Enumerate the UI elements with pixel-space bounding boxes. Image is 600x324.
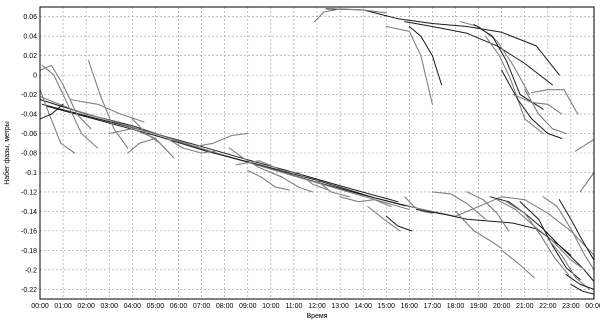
series-line-34: [501, 69, 563, 139]
series-line-44: [489, 196, 572, 256]
series-line-45: [496, 199, 586, 271]
series-line-10: [87, 59, 129, 149]
y-tick-label: -0.14: [21, 209, 37, 216]
series-line-15: [196, 132, 249, 147]
y-tick-label: -0.16: [21, 228, 37, 235]
series-line-8: [39, 103, 64, 120]
series-line-7: [39, 89, 76, 154]
series-line-51: [565, 274, 595, 290]
x-tick-label: 04:00: [124, 303, 142, 310]
x-tick-label: 08:00: [216, 303, 234, 310]
series-line-28: [314, 8, 387, 23]
x-tick-label: 05:00: [147, 303, 165, 310]
x-tick-label: 00:00: [585, 303, 600, 310]
y-axis-label: Набег фазы, метры: [3, 121, 11, 185]
series-line-32: [473, 24, 544, 110]
series-line-20: [297, 171, 330, 191]
series-line-14: [166, 137, 216, 154]
y-tick-label: 0.04: [23, 34, 37, 41]
series-line-13: [127, 137, 156, 154]
series-line-26: [325, 8, 560, 76]
plot-frame: [39, 6, 595, 300]
series-line-43: [466, 191, 510, 232]
x-tick-label: 18:00: [447, 303, 465, 310]
series-line-27: [404, 21, 553, 86]
y-tick-label: -0.2: [25, 267, 37, 274]
x-axis-label: Время: [306, 313, 327, 320]
series-line-21: [316, 179, 350, 198]
series-line-22: [339, 196, 392, 208]
series-line-41: [431, 191, 487, 220]
y-tick-label: -0.1: [25, 170, 37, 177]
y-tick-label: 0.06: [23, 14, 37, 21]
series-line-2: [41, 103, 399, 203]
x-tick-label: 13:00: [331, 303, 349, 310]
series-line-4: [46, 105, 415, 208]
x-tick-label: 06:00: [170, 303, 188, 310]
x-tick-labels: 00:00 01:00 02:00 03:00 04:00 05:00 06:00 07:00…: [31, 303, 600, 310]
series-line-5: [39, 64, 92, 130]
x-tick-label: 00:00: [31, 303, 49, 310]
series-line-53: [501, 249, 535, 279]
series-line-35: [512, 94, 563, 115]
series-line-37: [524, 89, 567, 135]
series-line-18: [247, 169, 290, 191]
series-line-50: [547, 238, 590, 290]
x-tick-label: 07:00: [193, 303, 211, 310]
series-line-54: [579, 171, 595, 193]
series-line-17: [235, 160, 295, 174]
x-tick-label: 17:00: [424, 303, 442, 310]
x-tick-label: 21:00: [516, 303, 534, 310]
series-line-3: [39, 95, 410, 211]
x-tick-label: 09:00: [239, 303, 257, 310]
x-tick-label: 23:00: [562, 303, 580, 310]
x-tick-label: 19:00: [470, 303, 488, 310]
series-line-29: [385, 25, 433, 105]
y-tick-label: -0.04: [21, 112, 37, 119]
series-line-48: [542, 196, 595, 271]
y-tick-label: -0.18: [21, 248, 37, 255]
series-line-38: [574, 138, 595, 152]
series-line-6: [41, 64, 99, 149]
x-tick-label: 03:00: [100, 303, 118, 310]
x-tick-label: 11:00: [285, 303, 302, 310]
series-line-39: [408, 196, 595, 256]
series-line-40: [415, 209, 595, 282]
x-tick-label: 15:00: [377, 303, 395, 310]
y-tick-label: -0.06: [21, 131, 37, 138]
y-tick-label: -0.22: [21, 287, 37, 294]
series-line-9: [69, 98, 145, 123]
series-line-42: [454, 210, 503, 249]
series-line-19: [270, 171, 313, 193]
y-tick-labels: 0.06 0.04 0.02 0 -0.02 -0.04 -0.06 -0.08 -0.1 -0.…: [21, 14, 37, 294]
x-tick-label: 20:00: [493, 303, 511, 310]
series-line-33: [484, 35, 544, 135]
series-line-30: [408, 26, 443, 86]
series-line-46: [505, 201, 570, 276]
series-line-36: [531, 89, 579, 115]
x-tick-label: 01:00: [54, 303, 72, 310]
series-line-12: [131, 118, 175, 159]
y-tick-label: -0.02: [21, 92, 37, 99]
series-line-24: [385, 215, 413, 232]
series-line-31: [459, 21, 530, 96]
series-line-52: [570, 283, 595, 295]
x-tick-label: 16:00: [401, 303, 419, 310]
series-lines: [39, 8, 595, 295]
x-tick-label: 12:00: [308, 303, 326, 310]
x-tick-label: 22:00: [539, 303, 557, 310]
y-tick-label: 0: [33, 73, 37, 80]
series-line-47: [519, 201, 581, 280]
x-tick-label: 14:00: [354, 303, 372, 310]
series-line-49: [558, 199, 595, 261]
y-tick-label: -0.08: [21, 151, 37, 158]
y-tick-label: 0.02: [23, 53, 37, 60]
y-tick-label: -0.12: [21, 189, 37, 196]
series-line-23: [367, 205, 401, 232]
x-tick-label: 10:00: [262, 303, 280, 310]
x-tick-label: 02:00: [77, 303, 95, 310]
